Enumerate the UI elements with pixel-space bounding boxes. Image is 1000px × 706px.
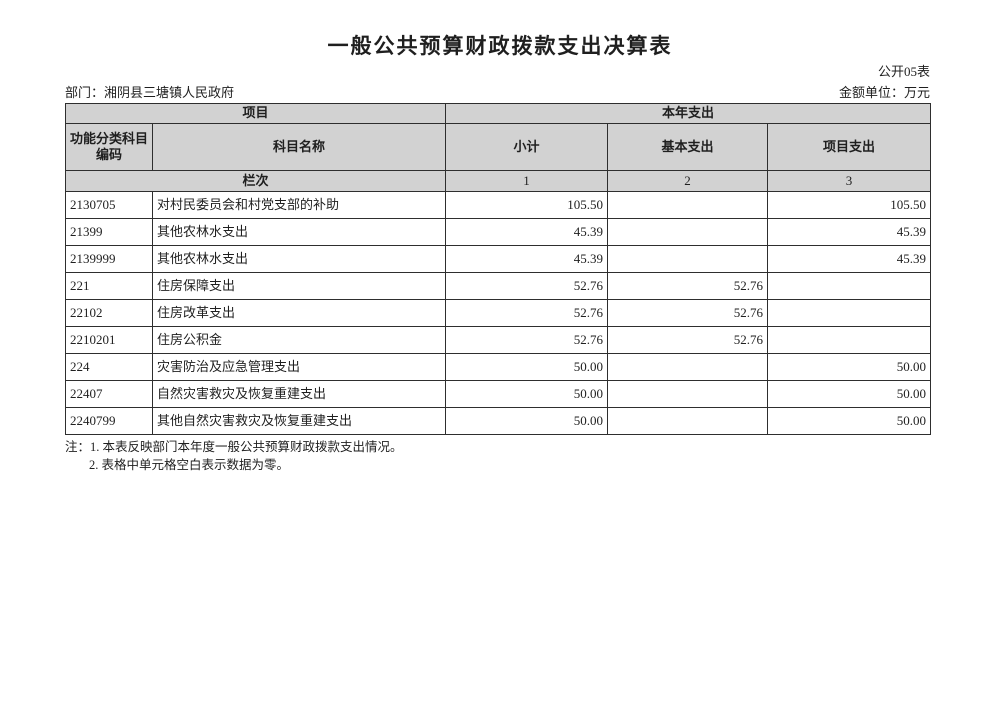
cell-project: 50.00 [767,353,932,381]
index-col-1: 1 [445,170,609,192]
col-header-basic: 基本支出 [607,123,769,171]
cell-subtotal: 50.00 [445,380,609,408]
col-header-subject: 科目名称 [151,123,447,171]
cell-code: 22102 [65,299,153,327]
cell-basic [607,191,769,219]
cell-code: 2139999 [65,245,153,273]
footnote-1: 注：1. 本表反映部门本年度一般公共预算财政拨款支出情况。 [65,440,403,454]
cell-project [767,299,932,327]
page-title: 一般公共预算财政拨款支出决算表 [327,34,673,58]
table-row: 224 灾害防治及应急管理支出 50.00 50.00 [65,353,932,381]
cell-basic [607,218,769,246]
cell-subject: 其他自然灾害救灾及恢复重建支出 [151,407,447,435]
cell-code: 224 [65,353,153,381]
cell-subtotal: 105.50 [445,191,609,219]
group-header-current-year: 本年支出 [445,103,932,124]
table-row: 2139999 其他农林水支出 45.39 45.39 [65,245,932,273]
col-header-project: 项目支出 [767,123,932,171]
table-code-label: 公开05表 [877,64,930,79]
cell-subtotal: 52.76 [445,326,609,354]
cell-project: 50.00 [767,407,932,435]
cell-code: 2130705 [65,191,153,219]
footnote-2: 2. 表格中单元格空白表示数据为零。 [89,458,290,472]
index-row: 栏次 1 2 3 [64,170,932,192]
cell-basic: 52.76 [607,272,769,300]
cell-basic [607,407,769,435]
cell-project: 50.00 [767,380,932,408]
cell-subject: 对村民委员会和村党支部的补助 [151,191,447,219]
cell-project: 45.39 [767,218,932,246]
table-row: 221 住房保障支出 52.76 52.76 [65,272,932,300]
cell-code: 221 [65,272,153,300]
department-label: 部门：湘阴县三塘镇人民政府 [65,85,235,100]
col-header-subtotal: 小计 [445,123,609,171]
cell-subtotal: 52.76 [445,299,609,327]
table-row: 2240799 其他自然灾害救灾及恢复重建支出 50.00 50.00 [65,407,932,435]
cell-subject: 住房改革支出 [151,299,447,327]
column-header-row: 功能分类科目编码 科目名称 小计 基本支出 项目支出 [65,123,932,171]
index-label: 栏次 [64,170,447,192]
table-row: 22102 住房改革支出 52.76 52.76 [65,299,932,327]
cell-code: 2210201 [65,326,153,354]
cell-subject: 其他农林水支出 [151,245,447,273]
cell-basic [607,380,769,408]
cell-subtotal: 52.76 [445,272,609,300]
unit-label: 金额单位：万元 [838,85,930,100]
col-header-code: 功能分类科目编码 [65,123,153,171]
cell-project: 45.39 [767,245,932,273]
table-row: 21399 其他农林水支出 45.39 45.39 [65,218,932,246]
cell-subject: 住房公积金 [151,326,447,354]
cell-basic: 52.76 [607,326,769,354]
cell-subtotal: 45.39 [445,218,609,246]
cell-code: 21399 [65,218,153,246]
cell-basic [607,353,769,381]
cell-project: 105.50 [767,191,932,219]
cell-subject: 自然灾害救灾及恢复重建支出 [151,380,447,408]
cell-subject: 住房保障支出 [151,272,447,300]
cell-subtotal: 50.00 [445,407,609,435]
index-col-3: 3 [767,170,932,192]
cell-subtotal: 45.39 [445,245,609,273]
cell-basic: 52.76 [607,299,769,327]
cell-subject: 其他农林水支出 [151,218,447,246]
index-col-2: 2 [607,170,769,192]
group-header-row: 项目 本年支出 [64,103,932,124]
cell-subtotal: 50.00 [445,353,609,381]
cell-project [767,272,932,300]
cell-code: 2240799 [65,407,153,435]
table-row: 2210201 住房公积金 52.76 52.76 [65,326,932,354]
expenditure-table: 项目 本年支出 功能分类科目编码 科目名称 小计 基本支出 项目支出 栏次 1 … [64,103,932,435]
group-header-project: 项目 [64,103,447,124]
footnotes: 注：1. 本表反映部门本年度一般公共预算财政拨款支出情况。 2. 表格中单元格空… [65,438,403,474]
table-row: 22407 自然灾害救灾及恢复重建支出 50.00 50.00 [65,380,932,408]
cell-project [767,326,932,354]
table-row: 2130705 对村民委员会和村党支部的补助 105.50 105.50 [65,191,932,219]
cell-subject: 灾害防治及应急管理支出 [151,353,447,381]
cell-code: 22407 [65,380,153,408]
cell-basic [607,245,769,273]
